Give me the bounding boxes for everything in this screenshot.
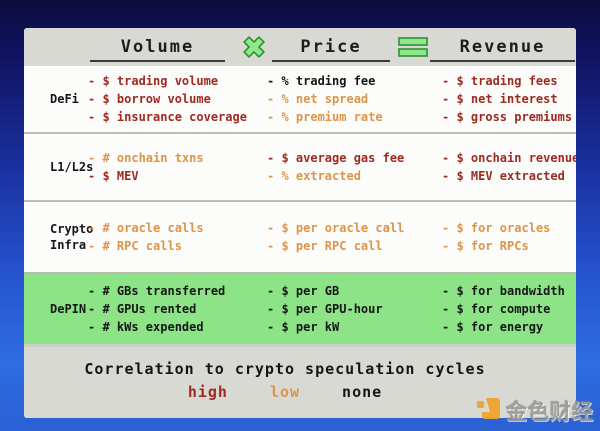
table-header: Volume Price Revenue bbox=[24, 28, 576, 66]
column-header-price: Price bbox=[272, 37, 390, 62]
formula-item: - % premium rate bbox=[267, 110, 383, 124]
row-label: L1/L2s bbox=[50, 160, 94, 174]
watermark-text: 金色财经 bbox=[506, 399, 594, 424]
formula-item: - $ for bandwidth bbox=[442, 284, 565, 298]
legend-item-low: low bbox=[269, 383, 301, 401]
formula-item: - $ for energy bbox=[442, 320, 544, 334]
formula-item: - # GPUs rented bbox=[88, 302, 197, 316]
formula-item: - $ for RPCs bbox=[442, 239, 529, 253]
formula-item: - $ per GPU-hour bbox=[267, 302, 383, 316]
formula-item: - $ borrow volume bbox=[88, 92, 211, 106]
table-row-crypto-infra: Crypto Infra - # oracle calls - # RPC ca… bbox=[24, 202, 576, 272]
formula-item: - $ for compute bbox=[442, 302, 551, 316]
jinse-logo-icon bbox=[476, 395, 503, 426]
formula-item: - $ insurance coverage bbox=[88, 110, 247, 124]
formula-item: - % trading fee bbox=[267, 74, 376, 88]
formula-table-panel: Volume Price Revenue DeFi - $ trading vo… bbox=[24, 28, 576, 418]
watermark: 金色财经 bbox=[476, 395, 594, 426]
formula-item: - $ for oracles bbox=[442, 221, 551, 235]
volume-cell: - # GBs transferred - # GPUs rented - # … bbox=[88, 282, 267, 336]
formula-item: - # GBs transferred bbox=[88, 284, 226, 298]
price-cell: - $ per GB - $ per GPU-hour - $ per kW bbox=[267, 282, 442, 336]
revenue-cell: - $ trading fees - $ net interest - $ gr… bbox=[442, 72, 576, 126]
volume-cell: - # onchain txns - $ MEV bbox=[88, 149, 267, 185]
formula-item: - $ trading volume bbox=[88, 74, 219, 88]
legend-title: Correlation to crypto speculation cycles bbox=[84, 360, 486, 378]
price-cell: - $ average gas fee - % extracted bbox=[267, 149, 442, 185]
formula-item: - $ per oracle call bbox=[267, 221, 405, 235]
formula-item: - # kWs expended bbox=[88, 320, 204, 334]
revenue-cell: - $ for oracles - $ for RPCs bbox=[442, 219, 576, 255]
column-header-revenue: Revenue bbox=[430, 37, 575, 62]
volume-cell: - # oracle calls - # RPC calls bbox=[88, 219, 267, 255]
revenue-cell: - $ onchain revenue - $ MEV extracted bbox=[442, 149, 576, 185]
volume-cell: - $ trading volume - $ borrow volume - $… bbox=[88, 72, 267, 126]
formula-item: - % extracted bbox=[267, 169, 361, 183]
multiply-icon bbox=[241, 34, 267, 60]
formula-item: - $ gross premiums bbox=[442, 110, 573, 124]
legend-items: high low none bbox=[188, 383, 382, 401]
row-divider bbox=[24, 200, 576, 202]
row-label: Crypto Infra bbox=[50, 222, 94, 252]
equals-icon bbox=[398, 36, 428, 58]
formula-item: - % net spread bbox=[267, 92, 369, 106]
column-header-volume: Volume bbox=[90, 37, 225, 62]
price-cell: - $ per oracle call - $ per RPC call bbox=[267, 219, 442, 255]
legend-item-none: none bbox=[342, 383, 383, 401]
table-row-l1l2s: L1/L2s - # onchain txns - $ MEV - $ aver… bbox=[24, 134, 576, 200]
row-label: DePIN bbox=[50, 302, 87, 316]
formula-item: - $ per RPC call bbox=[267, 239, 383, 253]
formula-item: - $ average gas fee bbox=[267, 151, 405, 165]
table-row-depin: DePIN - # GBs transferred - # GPUs rente… bbox=[24, 274, 576, 344]
legend-item-high: high bbox=[187, 383, 228, 401]
price-cell: - % trading fee - % net spread - % premi… bbox=[267, 72, 442, 126]
formula-item: - $ per kW bbox=[267, 320, 340, 334]
formula-item: - # RPC calls bbox=[88, 239, 182, 253]
revenue-cell: - $ for bandwidth - $ for compute - $ fo… bbox=[442, 282, 576, 336]
row-divider bbox=[24, 272, 576, 274]
row-divider bbox=[24, 344, 576, 347]
formula-item: - $ per GB bbox=[267, 284, 340, 298]
formula-item: - $ net interest bbox=[442, 92, 558, 106]
formula-item: - # onchain txns bbox=[88, 151, 204, 165]
formula-item: - $ onchain revenue bbox=[442, 151, 576, 165]
row-label: DeFi bbox=[50, 92, 79, 106]
formula-item: - # oracle calls bbox=[88, 221, 204, 235]
row-divider bbox=[24, 132, 576, 134]
formula-item: - $ MEV bbox=[88, 169, 139, 183]
formula-item: - $ trading fees bbox=[442, 74, 558, 88]
table-row-defi: DeFi - $ trading volume - $ borrow volum… bbox=[24, 66, 576, 132]
formula-item: - $ MEV extracted bbox=[442, 169, 565, 183]
